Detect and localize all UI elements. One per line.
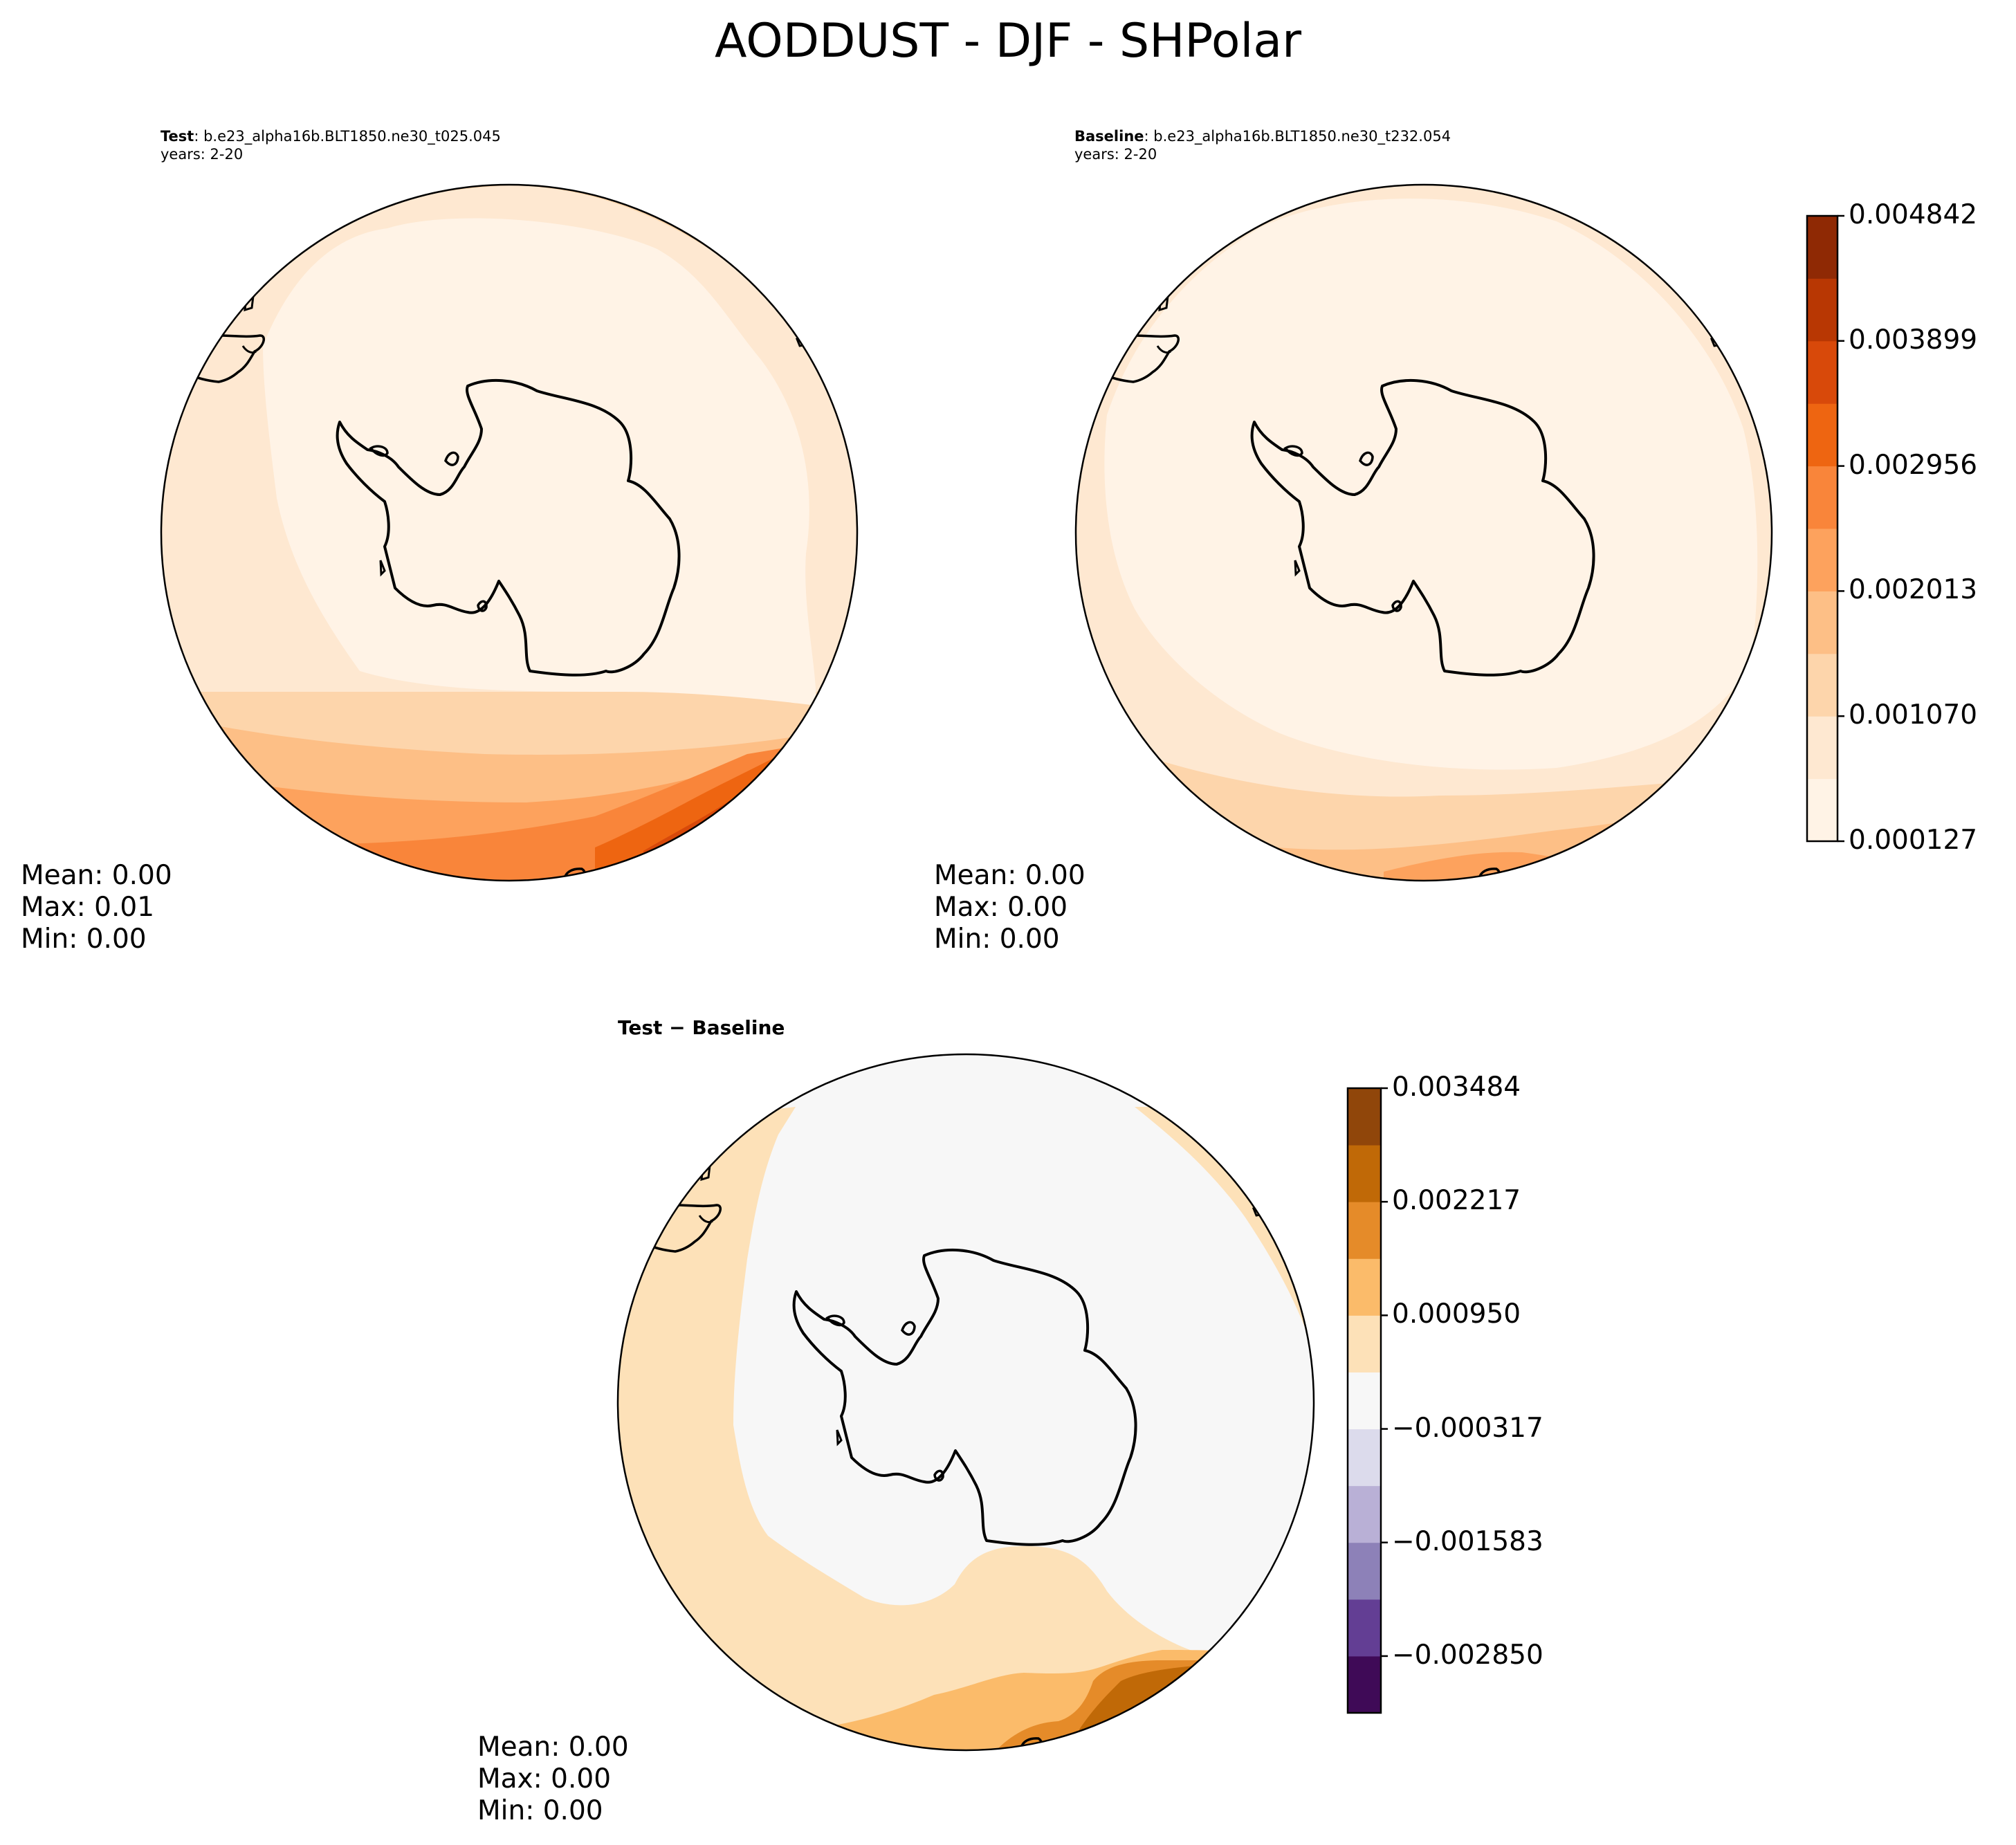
colorbar-segment <box>1807 653 1838 717</box>
colorbar-segment <box>1807 340 1838 404</box>
colorbar-segment <box>1807 778 1838 842</box>
test-min: Min: 0.00 <box>21 924 147 955</box>
colorbar-segment <box>1348 1429 1381 1487</box>
test-map <box>161 185 857 881</box>
diff-mean: Mean: 0.00 <box>477 1732 629 1763</box>
colorbar-tick-label: 0.003899 <box>1849 324 1978 356</box>
baseline-mean: Mean: 0.00 <box>934 860 1085 891</box>
diff-map-border <box>616 1053 1315 1752</box>
baseline-map-border <box>1074 183 1773 882</box>
colorbar-border <box>1346 1087 1382 1714</box>
colorbar-tick-label: 0.002956 <box>1849 449 1978 481</box>
diff-stats: Mean: 0.00 Max: 0.00 Min: 0.00 <box>477 1732 629 1827</box>
colorbar-segment <box>1348 1655 1381 1714</box>
colorbar-tick-label: −0.000317 <box>1392 1412 1543 1444</box>
colorbar-tick-label: 0.001070 <box>1849 699 1978 731</box>
diff-panel-title: Test − Baseline <box>618 1016 785 1039</box>
colorbar-segment <box>1807 466 1838 529</box>
colorbar-segment <box>1348 1202 1381 1259</box>
diff-map <box>618 1054 1314 1750</box>
colorbar-segment <box>1807 716 1838 780</box>
colorbar-segment <box>1348 1258 1381 1316</box>
test-case-name: b.e23_alpha16b.BLT1850.ne30_t025.045 <box>203 128 501 145</box>
baseline-label: Baseline <box>1074 128 1144 145</box>
baseline-min: Min: 0.00 <box>934 924 1060 955</box>
colorbar-segment <box>1348 1542 1381 1600</box>
baseline-max: Max: 0.00 <box>934 892 1068 923</box>
diff-min: Min: 0.00 <box>477 1795 603 1826</box>
diff-max: Max: 0.00 <box>477 1763 612 1794</box>
colorbar-segment <box>1348 1599 1381 1657</box>
colorbar-segment <box>1807 278 1838 342</box>
test-mean: Mean: 0.00 <box>21 860 172 891</box>
colorbar-tick-label: −0.002850 <box>1392 1639 1543 1671</box>
colorbar-segment <box>1807 591 1838 654</box>
colorbar-tick-label: −0.001583 <box>1392 1525 1543 1557</box>
colorbar-segment <box>1348 1485 1381 1543</box>
colorbar-tick-label: 0.002217 <box>1392 1185 1521 1217</box>
baseline-stats: Mean: 0.00 Max: 0.00 Min: 0.00 <box>934 860 1085 955</box>
colorbar-border <box>1806 214 1839 843</box>
colorbar-tick-label: 0.003484 <box>1392 1072 1521 1103</box>
colorbar-segment <box>1807 403 1838 467</box>
baseline-years: years: 2-20 <box>1074 146 1157 163</box>
figure-title: AODDUST - DJF - SHPolar <box>714 14 1302 68</box>
test-map-border <box>160 183 859 882</box>
colorbar-segment <box>1348 1145 1381 1202</box>
diff-colorbar <box>1346 1087 1388 1714</box>
colorbar-tick-label: 0.002013 <box>1849 574 1978 606</box>
baseline-case-name: b.e23_alpha16b.BLT1850.ne30_t232.054 <box>1153 128 1451 145</box>
colorbar-tick-label: 0.000127 <box>1849 825 1978 856</box>
test-max: Max: 0.01 <box>21 892 155 923</box>
baseline-map <box>1076 185 1772 881</box>
colorbar-segment <box>1807 216 1838 279</box>
test-panel-title: Test: b.e23_alpha16b.BLT1850.ne30_t025.0… <box>161 128 501 163</box>
main-colorbar <box>1806 214 1844 843</box>
test-label: Test <box>161 128 194 145</box>
colorbar-segment <box>1807 529 1838 591</box>
test-stats: Mean: 0.00 Max: 0.01 Min: 0.00 <box>21 860 172 955</box>
colorbar-segment <box>1348 1088 1381 1146</box>
colorbar-tick-label: 0.004842 <box>1849 199 1978 230</box>
baseline-panel-title: Baseline: b.e23_alpha16b.BLT1850.ne30_t2… <box>1074 128 1451 163</box>
test-years: years: 2-20 <box>161 146 244 163</box>
colorbar-segment <box>1348 1372 1381 1430</box>
colorbar-segment <box>1348 1315 1381 1373</box>
colorbar-tick-label: 0.000950 <box>1392 1298 1521 1330</box>
